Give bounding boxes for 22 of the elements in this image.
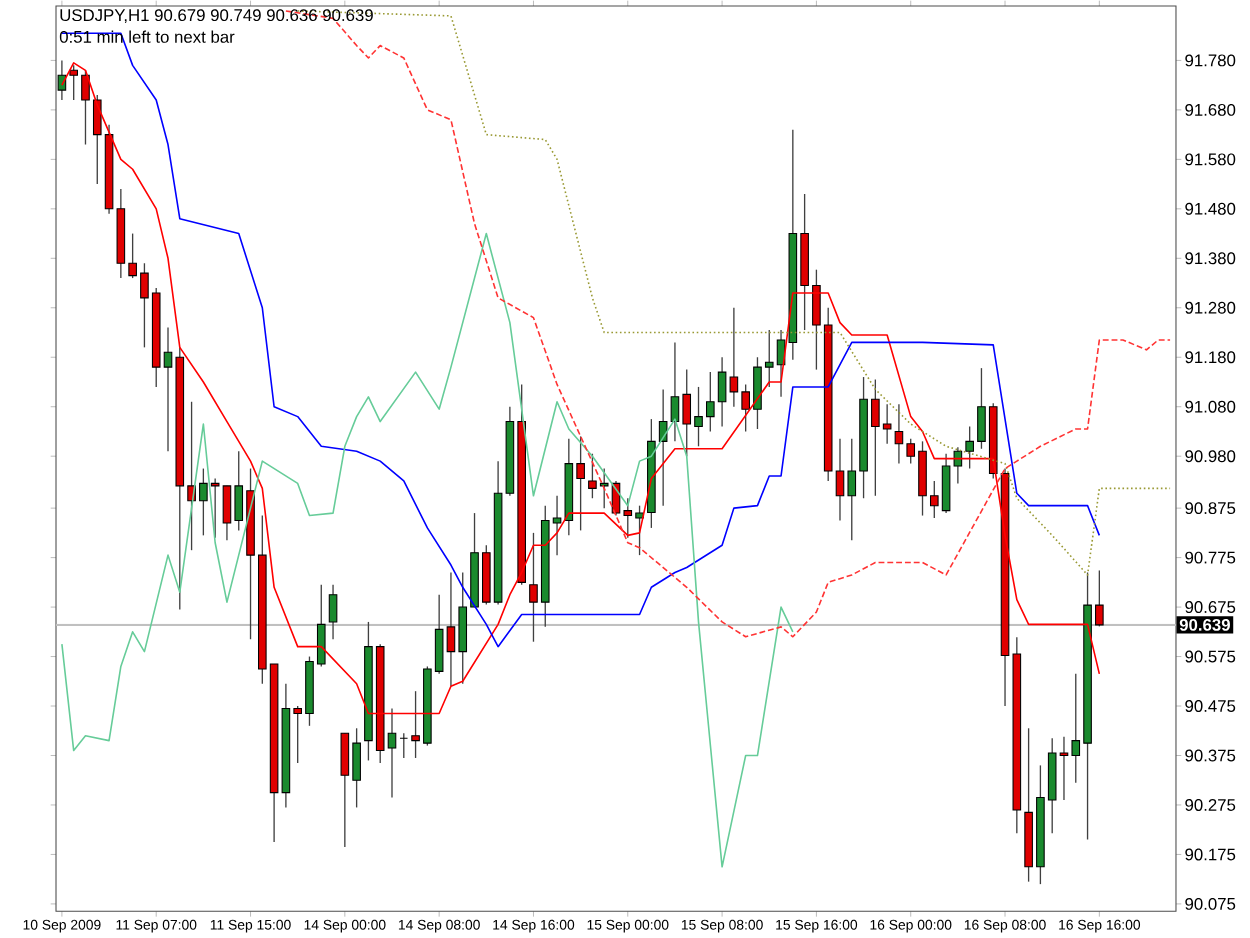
y-tick-label: 90.275	[1185, 799, 1236, 811]
y-tick-label: 91.380	[1185, 252, 1236, 265]
y-tick-label: 91.480	[1185, 202, 1236, 215]
y-tick-label: 90.075	[1185, 897, 1236, 910]
y-tick-label: 90.575	[1185, 650, 1236, 663]
candlestick	[328, 584, 338, 640]
y-tick-label: 91.080	[1185, 400, 1236, 413]
y-tick-label: 90.375	[1185, 749, 1236, 762]
ref-line-label: 90.639	[1179, 618, 1230, 631]
y-tick-label: 90.475	[1185, 700, 1236, 712]
y-tick-label: 90.675	[1185, 601, 1236, 614]
y-tick-label: 90.875	[1185, 502, 1236, 515]
y-tick-label: 90.775	[1185, 551, 1236, 564]
y-tick-label: 90.980	[1185, 450, 1236, 463]
line-series	[61, 232, 794, 868]
y-tick-label: 90.175	[1185, 848, 1236, 861]
y-tick-label: 91.180	[1185, 351, 1236, 364]
y-tick-label: 91.280	[1185, 301, 1236, 314]
y-tick-label: 91.780	[1185, 54, 1236, 67]
y-tick-label: 91.580	[1185, 153, 1236, 166]
y-tick-label: 91.680	[1185, 103, 1236, 116]
chart-title: USDJPY,H1 90.679 90.749 90.636 90.639	[60, 9, 373, 24]
